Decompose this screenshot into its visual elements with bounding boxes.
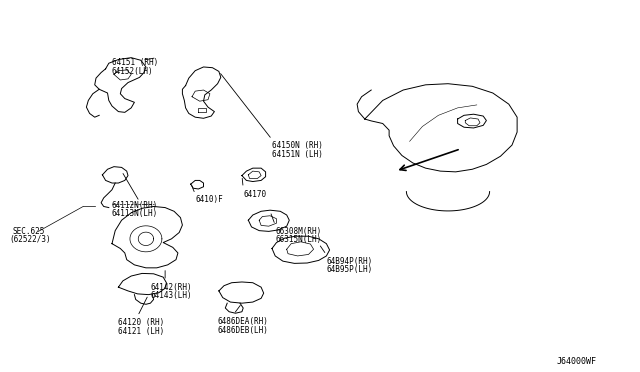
Text: 64121 (LH): 64121 (LH) (118, 327, 164, 336)
Text: J64000WF: J64000WF (557, 357, 596, 366)
Text: 64143(LH): 64143(LH) (150, 291, 192, 300)
Text: 64B95P(LH): 64B95P(LH) (326, 265, 372, 274)
Text: 64112N(RH): 64112N(RH) (112, 201, 158, 210)
Text: (62522/3): (62522/3) (9, 235, 51, 244)
Text: 64151N (LH): 64151N (LH) (272, 150, 323, 159)
Text: 6486DEA(RH): 6486DEA(RH) (218, 317, 268, 326)
Text: 6486DEB(LH): 6486DEB(LH) (218, 326, 268, 334)
Text: 64142(RH): 64142(RH) (150, 283, 192, 292)
Text: SEC.625: SEC.625 (13, 227, 45, 236)
Text: 64151 (RH): 64151 (RH) (112, 58, 158, 67)
Text: 64B94P(RH): 64B94P(RH) (326, 257, 372, 266)
Text: 6410)F: 6410)F (195, 195, 223, 204)
Text: 64113N(LH): 64113N(LH) (112, 209, 158, 218)
Text: 64170: 64170 (243, 190, 266, 199)
Text: 66315N(LH): 66315N(LH) (275, 235, 321, 244)
Text: 64152(LH): 64152(LH) (112, 67, 154, 76)
Text: 64120 (RH): 64120 (RH) (118, 318, 164, 327)
Text: 64150N (RH): 64150N (RH) (272, 141, 323, 150)
Text: 66308M(RH): 66308M(RH) (275, 227, 321, 236)
